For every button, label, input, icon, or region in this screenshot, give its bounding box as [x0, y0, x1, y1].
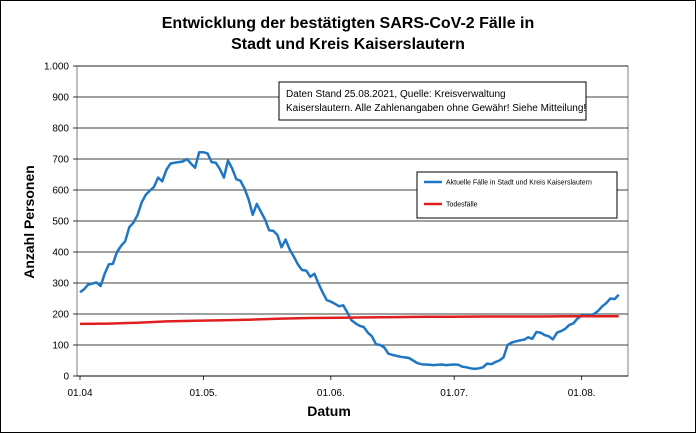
y-tick-label-400: 400 [52, 248, 69, 259]
y-tick-label-200: 200 [52, 310, 69, 321]
y-tick-label-1000: 1.000 [44, 62, 69, 73]
legend-label-active-cases: Aktuelle Fälle in Stadt und Kreis Kaiser… [446, 180, 592, 187]
y-tick-label-300: 300 [52, 279, 69, 290]
y-axis-label: Anzahl Personen [21, 165, 37, 279]
series-lines [79, 150, 620, 371]
x-tick-label-2021-04-01: 01.04 [67, 388, 92, 399]
x-tick-label-2021-08-01: 01.08. [568, 388, 596, 399]
y-tick-label-900: 900 [52, 93, 69, 104]
y-axis-ticks: 0 100 200 300 400 500 600 700 800 900 1.000 [44, 62, 77, 383]
y-tick-label-0: 0 [63, 372, 69, 383]
y-tick-label-500: 500 [52, 217, 69, 228]
series-line-active-cases [79, 150, 620, 371]
chart-title-line1: Entwicklung der bestätigten SARS-CoV-2 F… [162, 15, 535, 32]
x-tick-label-2021-05-01: 01.05. [189, 388, 217, 399]
y-tick-label-700: 700 [52, 155, 69, 166]
chart-title-line2: Stadt und Kreis Kaiserslautern [231, 36, 465, 53]
y-tick-label-600: 600 [52, 186, 69, 197]
y-tick-label-800: 800 [52, 124, 69, 135]
x-axis-ticks: 01.04 01.05. 01.06. 01.07. 01.08. [67, 375, 628, 399]
annotation-box [278, 81, 587, 121]
y-tick-label-100: 100 [52, 341, 69, 352]
x-tick-label-2021-06-01: 01.06. [317, 388, 345, 399]
legend-label-deaths: Todesfälle [446, 202, 478, 209]
annotation-line2: Kaiserslautern. Alle Zahlenangaben ohne … [286, 103, 586, 114]
legend-box [416, 171, 618, 219]
x-axis-label: Datum [307, 403, 351, 419]
series-line-deaths [79, 314, 619, 326]
x-tick-label-2021-07-01: 01.07. [440, 388, 468, 399]
annotation-line1: Daten Stand 25.08.2021, Quelle: Kreisver… [286, 89, 506, 100]
